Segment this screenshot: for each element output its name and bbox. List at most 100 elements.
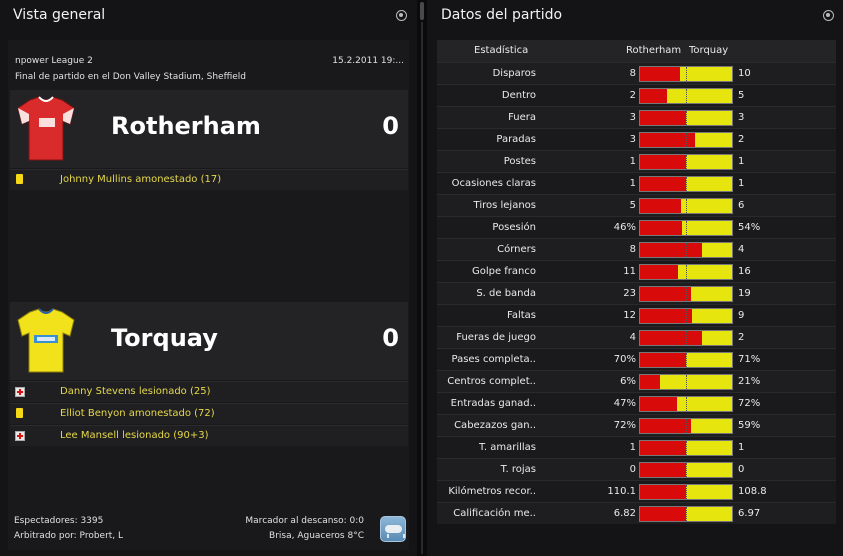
stat-home-value: 0 [629,464,636,475]
stat-bar-midline [686,441,687,455]
stat-row: Faltas 12 9 [437,304,836,326]
away-team-name[interactable]: Torquay [111,324,218,352]
stat-away-value: 21% [738,376,761,387]
stat-home-value: 47% [613,398,636,409]
stat-comparison-bar [639,198,733,214]
halftime-score: Marcador al descanso: 0:0 [245,516,364,526]
stat-label: Calificación me.. [453,508,536,519]
stat-label: Disparos [492,68,536,79]
stat-row: Centros complet.. 6% 21% [437,370,836,392]
stats-panel-header: Datos del partido [427,0,843,32]
stats-table: Estadística Rotherham Torquay Disparos 8 1… [437,40,836,524]
stat-home-value: 23 [623,288,636,299]
stat-bar-midline [686,397,687,411]
stat-bar-midline [686,485,687,499]
away-event-row: Elliot Benyon amonestado (72) [10,403,408,424]
event-text[interactable]: Johnny Mullins amonestado (17) [60,174,222,185]
stat-label: Faltas [507,310,536,321]
stat-label: Pases completa.. [451,354,536,365]
stat-home-bar [640,331,702,345]
stat-label: Cabezazos gan.. [454,420,536,431]
close-panel-icon[interactable] [396,10,407,21]
stat-comparison-bar [639,506,733,522]
home-kit-icon [17,96,75,161]
stat-label: Postes [503,156,536,167]
stat-home-value: 6.82 [613,508,636,519]
stat-away-value: 19 [738,288,751,299]
stat-home-bar [640,221,682,235]
stat-home-bar [640,419,691,433]
event-text[interactable]: Elliot Benyon amonestado (72) [60,408,215,419]
stat-home-value: 46% [613,222,636,233]
stat-home-bar [640,375,660,389]
attendance-text: Espectadores: 3395 [14,516,104,526]
stat-label: Dentro [501,90,536,101]
stat-comparison-bar [639,374,733,390]
stat-comparison-bar [639,418,733,434]
stat-home-value: 3 [629,112,636,123]
stat-comparison-bar [639,308,733,324]
stat-row: Calificación me.. 6.82 6.97 [437,502,836,524]
stat-home-value: 1 [629,442,636,453]
event-text[interactable]: Lee Mansell lesionado (90+3) [60,430,209,441]
home-team-name[interactable]: Rotherham [111,112,261,140]
stat-row: T. amarillas 1 1 [437,436,836,458]
stat-bar-midline [686,243,687,257]
stat-bar-midline [686,89,687,103]
stat-comparison-bar [639,110,733,126]
stat-label: Córners [497,244,536,255]
panel-splitter[interactable] [417,0,427,556]
stat-home-bar [640,507,686,521]
stat-label: Entradas ganad.. [450,398,536,409]
stat-comparison-bar [639,220,733,236]
stat-comparison-bar [639,352,733,368]
overview-title: Vista general [13,7,106,23]
stat-away-value: 72% [738,398,761,409]
stat-home-value: 11 [623,266,636,277]
stat-home-value: 12 [623,310,636,321]
stat-row: Postes 1 1 [437,150,836,172]
close-panel-icon[interactable] [823,10,834,21]
stat-home-bar [640,441,686,455]
stat-row: Ocasiones claras 1 1 [437,172,836,194]
stat-home-value: 5 [629,200,636,211]
stat-row: Pases completa.. 70% 71% [437,348,836,370]
stat-home-bar [640,353,686,367]
stat-comparison-bar [639,330,733,346]
stat-away-value: 0 [738,464,745,475]
stat-home-value: 1 [629,156,636,167]
stat-row: Fuera 3 3 [437,106,836,128]
splitter-handle[interactable] [420,2,424,20]
stat-row: Golpe franco 11 16 [437,260,836,282]
stat-home-bar [640,463,686,477]
stat-label: Tiros lejanos [473,200,536,211]
column-header-stat[interactable]: Estadística [474,45,529,56]
competition-name[interactable]: npower League 2 [15,56,93,66]
stat-away-value: 2 [738,134,745,145]
injury-icon [15,387,25,397]
stat-home-bar [640,89,667,103]
overview-header: Vista general [0,0,417,32]
stat-comparison-bar [639,66,733,82]
stat-away-value: 4 [738,244,745,255]
referee-text[interactable]: Arbitrado por: Probert, L [14,531,124,541]
stat-away-value: 1 [738,156,745,167]
stat-home-bar [640,133,695,147]
home-team-block: Rotherham 0 [10,90,408,168]
stat-home-bar [640,67,680,81]
yellow-card-icon [16,174,23,184]
home-team-score: 0 [382,112,399,140]
stat-home-value: 1 [629,178,636,189]
stat-label: Ocasiones claras [451,178,536,189]
stat-comparison-bar [639,286,733,302]
stat-label: T. rojas [500,464,536,475]
column-header-away[interactable]: Torquay [689,45,729,56]
stat-bar-midline [686,199,687,213]
stat-row: Entradas ganad.. 47% 72% [437,392,836,414]
stat-bar-midline [686,331,687,345]
column-header-home[interactable]: Rotherham [626,45,682,56]
stat-home-bar [640,485,686,499]
stat-label: T. amarillas [478,442,536,453]
event-text[interactable]: Danny Stevens lesionado (25) [60,386,211,397]
stat-away-value: 3 [738,112,745,123]
